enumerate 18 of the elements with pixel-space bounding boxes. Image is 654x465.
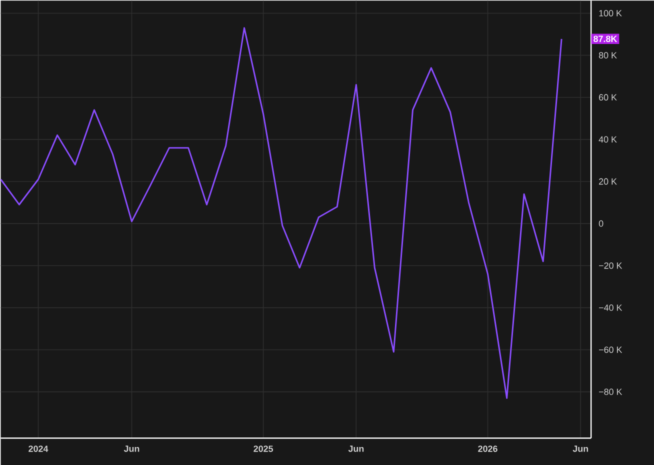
x-tick-label: Jun — [124, 446, 140, 452]
line-series — [0, 27, 562, 399]
y-tick-label: 80 K — [598, 52, 617, 58]
y-tick-label: −40 K — [599, 304, 622, 311]
y-tick-label: −60 K — [599, 346, 622, 353]
y-tick-label: 100 K — [599, 10, 622, 16]
text: 87.8K — [594, 36, 618, 42]
y-tick-label: 40 K — [598, 136, 617, 143]
x-tick-label: 2025 — [254, 446, 274, 452]
y-tick-label: 60 K — [599, 94, 617, 100]
y-tick-label: −80 K — [599, 388, 622, 395]
x-tick-label: Jun — [572, 446, 588, 452]
x-tick-label: 2024 — [28, 446, 48, 452]
x-tick-label: Jun — [348, 446, 364, 452]
y-tick-label: 20 K — [599, 178, 617, 185]
y-tick-label: 0 — [598, 220, 604, 227]
x-tick-label: 2026 — [478, 446, 498, 452]
y-tick-label: −20 K — [599, 262, 622, 269]
